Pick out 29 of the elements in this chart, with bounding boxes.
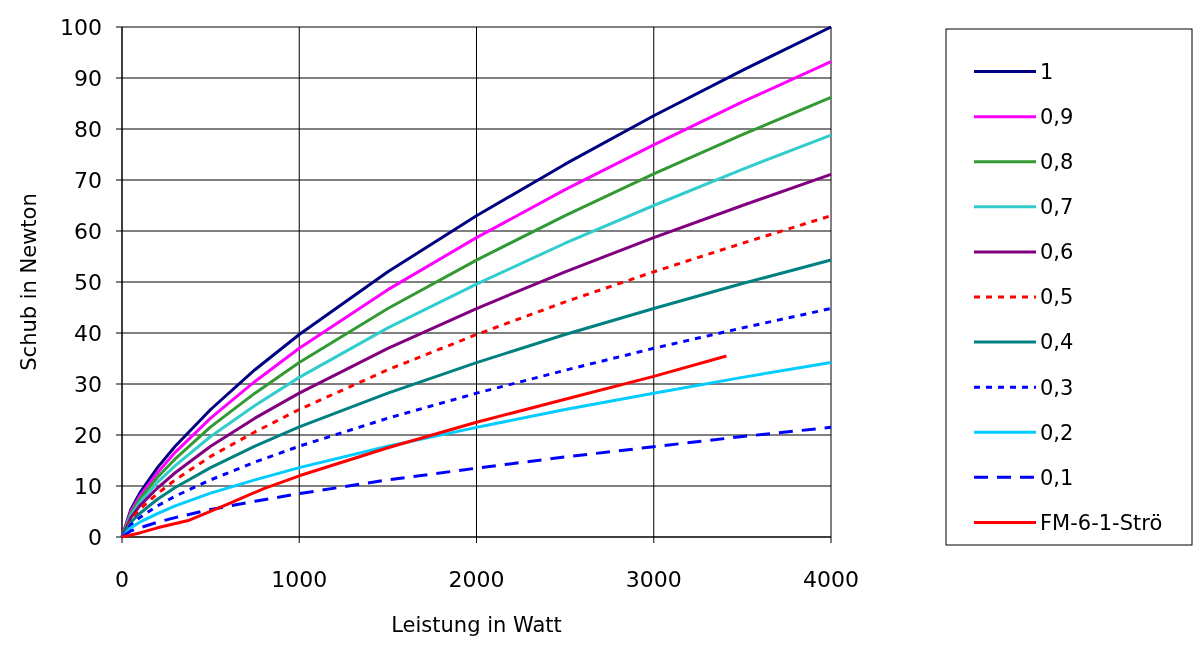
legend-label: 0,2: [1040, 420, 1074, 445]
y-tick-label: 80: [74, 116, 102, 142]
legend-label: 0,8: [1040, 150, 1074, 175]
y-tick-label: 0: [88, 524, 102, 550]
legend-label: 0,3: [1040, 375, 1074, 400]
x-tick-label: 1000: [271, 567, 328, 592]
y-tick-label: 50: [74, 269, 102, 295]
legend-label: 0,1: [1040, 465, 1074, 490]
y-axis-title: Schub in Newton: [17, 193, 41, 371]
legend-label: FM-6-1-Strö: [1040, 510, 1163, 535]
y-tick-label: 40: [74, 320, 102, 346]
legend-label: 0,4: [1040, 330, 1074, 355]
legend-label: 1: [1040, 59, 1054, 84]
legend-label: 0,5: [1040, 285, 1074, 310]
y-tick-label: 70: [74, 167, 102, 193]
y-tick-label: 90: [74, 65, 102, 91]
y-tick-label: 10: [74, 473, 102, 499]
legend-label: 0,6: [1040, 240, 1074, 265]
legend-label: 0,9: [1040, 104, 1074, 129]
x-tick-label: 3000: [625, 567, 682, 592]
x-tick-label: 0: [115, 567, 129, 592]
legend-label: 0,7: [1040, 195, 1074, 220]
y-tick-label: 20: [74, 422, 102, 448]
y-tick-label: 100: [60, 14, 102, 40]
x-tick-label: 2000: [448, 567, 505, 592]
x-tick-label: 4000: [803, 567, 859, 592]
x-axis-title: Leistung in Watt: [391, 613, 562, 637]
y-tick-label: 30: [74, 371, 102, 397]
y-tick-label: 60: [74, 218, 102, 244]
